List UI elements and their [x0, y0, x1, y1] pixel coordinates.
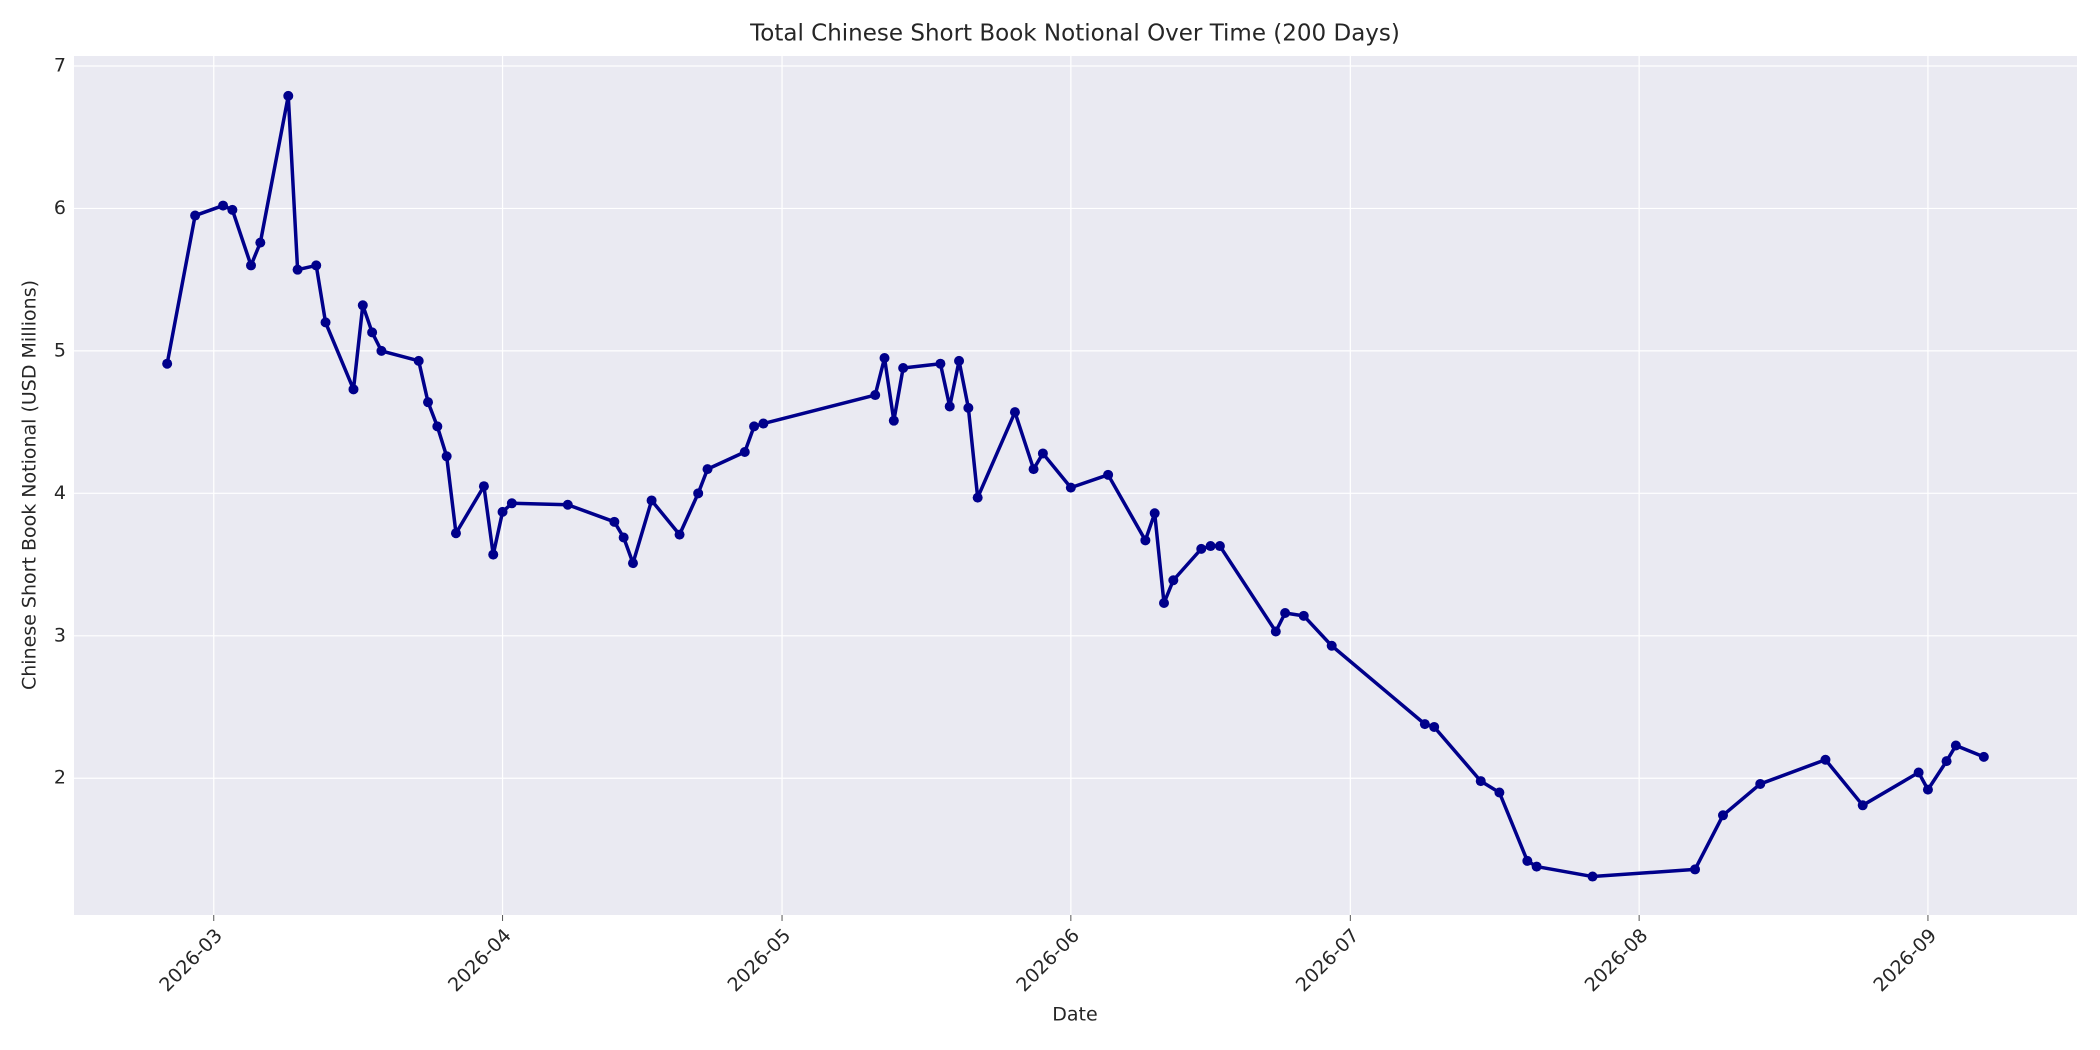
x-tick-label: 2026-05: [723, 925, 795, 997]
data-point: [450, 528, 461, 539]
data-point: [320, 317, 331, 328]
data-point: [1280, 607, 1291, 618]
data-point: [357, 300, 368, 311]
y-tick-label: 3: [54, 624, 66, 646]
data-point: [292, 264, 303, 275]
data-point: [618, 532, 629, 543]
data-point: [255, 237, 266, 248]
data-point: [1941, 756, 1952, 767]
y-axis-label: Chinese Short Book Notional (USD Million…: [19, 280, 41, 690]
data-point: [870, 390, 881, 401]
data-point: [944, 401, 955, 412]
y-tick-label: 5: [54, 339, 66, 361]
data-point: [562, 499, 573, 510]
data-point: [497, 506, 508, 517]
data-line: [165, 94, 1985, 879]
data-point: [1419, 719, 1430, 730]
data-point: [739, 447, 750, 458]
y-tick-label: 2: [54, 767, 66, 789]
x-tick-label: 2026-07: [1292, 925, 1364, 997]
x-axis-label: Date: [1052, 1004, 1097, 1026]
data-point: [1205, 541, 1216, 552]
data-point: [627, 558, 638, 569]
data-point: [898, 362, 909, 373]
data-point: [1950, 740, 1961, 751]
data-point: [1755, 778, 1766, 789]
y-tick-label: 4: [54, 482, 66, 504]
x-tick-label: 2026-06: [1012, 925, 1084, 997]
data-point: [749, 421, 760, 432]
data-point: [1531, 861, 1542, 872]
data-point: [348, 384, 359, 395]
data-point: [441, 451, 452, 462]
x-tick-label: 2026-09: [1869, 925, 1941, 997]
data-point: [190, 210, 201, 221]
data-point: [1913, 767, 1924, 778]
data-point: [1196, 543, 1207, 554]
y-tick-label: 6: [54, 197, 66, 219]
data-point: [227, 204, 238, 215]
data-point: [935, 358, 946, 369]
data-point: [1717, 810, 1728, 821]
data-point: [702, 464, 713, 475]
data-point: [1690, 864, 1701, 875]
data-point: [1522, 855, 1533, 866]
data-point: [1065, 482, 1076, 493]
data-point: [1103, 469, 1114, 480]
data-point: [478, 481, 489, 492]
data-point: [1140, 535, 1151, 546]
data-point: [283, 90, 294, 101]
data-point: [972, 492, 983, 503]
data-point: [674, 529, 685, 540]
data-point: [488, 549, 499, 560]
data-point: [423, 397, 434, 408]
data-point: [1978, 751, 1989, 762]
data-point: [1270, 626, 1281, 637]
data-point: [376, 345, 387, 356]
data-point: [1587, 871, 1598, 882]
data-point: [963, 402, 974, 413]
data-point: [311, 260, 322, 271]
data-point: [218, 200, 229, 211]
data-point: [954, 355, 965, 366]
data-point: [162, 358, 173, 369]
data-point: [1009, 407, 1020, 418]
data-point: [1214, 541, 1225, 552]
data-point: [1159, 598, 1170, 609]
data-point: [1326, 640, 1337, 651]
data-point: [609, 516, 620, 527]
data-point: [758, 418, 769, 429]
data-point: [646, 495, 657, 506]
data-point: [879, 353, 890, 364]
x-tick-label: 2026-04: [444, 925, 516, 997]
data-point: [1168, 575, 1179, 586]
data-point: [1475, 776, 1486, 787]
data-point: [888, 415, 899, 426]
x-tick-label: 2026-08: [1581, 925, 1653, 997]
data-point: [1429, 721, 1440, 732]
data-point: [506, 498, 517, 509]
y-tick-label: 7: [54, 54, 66, 76]
data-point: [1857, 800, 1868, 811]
data-point: [1149, 508, 1160, 519]
chart-title: Total Chinese Short Book Notional Over T…: [749, 21, 1400, 47]
data-point: [432, 421, 443, 432]
data-point: [246, 260, 257, 271]
data-point: [1494, 787, 1505, 798]
data-point: [1298, 610, 1309, 621]
data-point: [1922, 784, 1933, 795]
data-point: [413, 355, 424, 366]
data-point: [1037, 448, 1048, 459]
data-point: [693, 488, 704, 499]
data-point: [1820, 754, 1831, 765]
x-tick-label: 2026-03: [155, 925, 227, 997]
data-point: [1028, 464, 1039, 475]
data-point: [367, 327, 378, 338]
